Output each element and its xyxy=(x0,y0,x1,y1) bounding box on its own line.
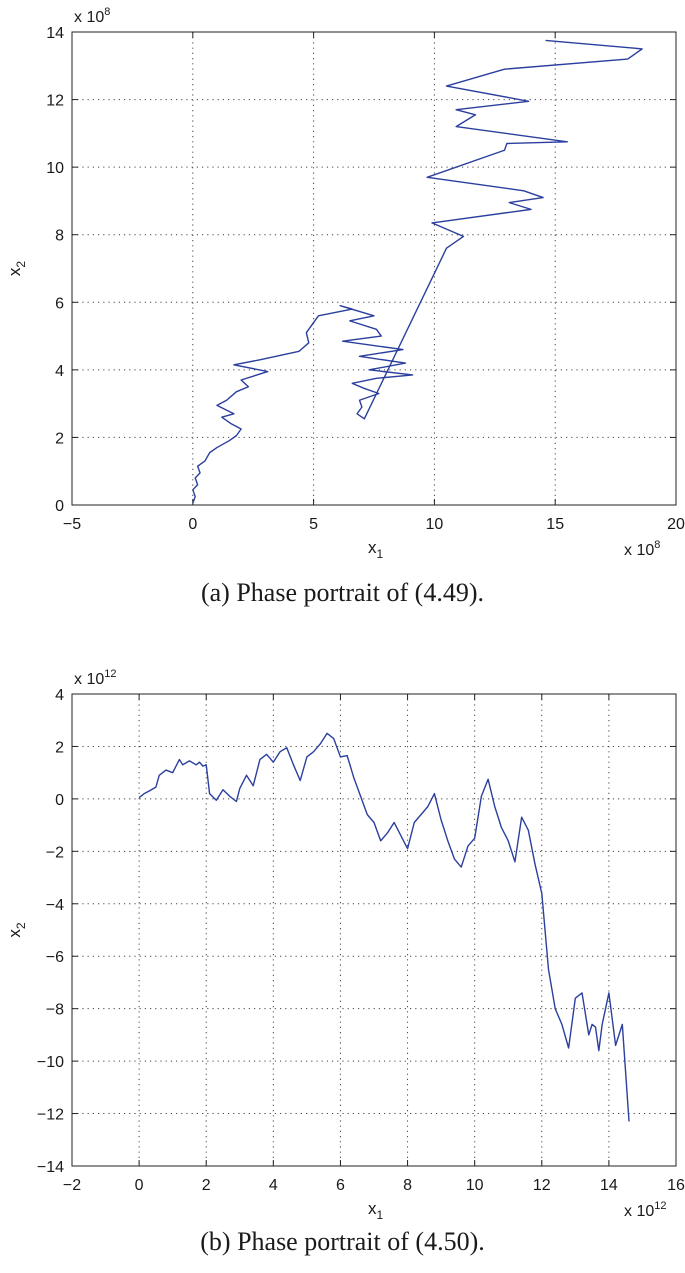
y-tick-label: 10 xyxy=(46,160,64,177)
x-tick-label: 0 xyxy=(135,1177,144,1194)
x-axis-label-sub: 1 xyxy=(377,1208,384,1222)
x-exponent-power: 12 xyxy=(654,1200,666,1212)
y-tick-label: 4 xyxy=(55,363,64,380)
y-axis-label: x2 xyxy=(5,922,28,938)
figure-b: −2 0 2 4 6 8 10 12 14 16 −14 −12 −10 −8 −6 −4 −2 0 2 4 x 101… xyxy=(0,660,685,1273)
y-tick-label: 2 xyxy=(55,739,64,756)
y-exponent-power: 12 xyxy=(104,668,116,680)
x-axis-label-sub: 1 xyxy=(377,547,384,561)
y-tick-label: 0 xyxy=(55,792,64,809)
plot-frame xyxy=(71,693,677,1167)
y-tick-label: −4 xyxy=(46,897,64,914)
caption-a: (a) Phase portrait of (4.49). xyxy=(200,578,485,607)
y-tick-label: 2 xyxy=(55,430,64,447)
y-exponent-label: x 1012 xyxy=(74,668,117,688)
x-tick-label: 16 xyxy=(667,1177,685,1194)
y-tick-label: −8 xyxy=(46,1002,64,1019)
y-exponent-power: 8 xyxy=(104,6,110,18)
y-tick-label: 6 xyxy=(55,295,64,312)
x-exponent-power: 8 xyxy=(654,539,660,551)
x-tick-label: 15 xyxy=(546,516,564,533)
series-line xyxy=(138,732,630,1122)
x-tick-label: 4 xyxy=(269,1177,278,1194)
x-axis-label: x1 xyxy=(368,1199,384,1222)
y-tick-label: 8 xyxy=(55,228,64,245)
series-line xyxy=(192,39,643,504)
x-tick-label: 6 xyxy=(336,1177,345,1194)
y-tick-label: −10 xyxy=(37,1054,64,1071)
x-exponent-label: x 1012 xyxy=(624,1200,667,1220)
x-tick-label: −2 xyxy=(63,1177,81,1194)
y-tick-label: 4 xyxy=(55,687,64,704)
y-tick-label: −6 xyxy=(46,949,64,966)
caption-b: (b) Phase portrait of (4.50). xyxy=(200,1227,485,1256)
x-tick-label: 12 xyxy=(533,1177,551,1194)
y-tick-label: 12 xyxy=(46,93,64,110)
y-tick-label: −2 xyxy=(46,844,64,861)
y-axis-label: x2 xyxy=(5,261,28,277)
x-axis-label: x1 xyxy=(368,538,384,561)
x-tick-label: −5 xyxy=(63,516,81,533)
y-tick-label: −12 xyxy=(37,1107,64,1124)
x-tick-label: 10 xyxy=(426,516,444,533)
x-tick-label: 2 xyxy=(202,1177,211,1194)
x-tick-label: 8 xyxy=(403,1177,412,1194)
figure-a: −5 0 5 10 15 20 0 2 4 6 8 10 12 14 x 108 x 108 x1 x2 (a) … xyxy=(0,0,685,625)
plot-frame xyxy=(71,31,677,506)
y-tick-label: 14 xyxy=(46,25,64,42)
y-axis-label-sub: 2 xyxy=(14,922,28,929)
y-tick-label: 0 xyxy=(55,498,64,515)
y-tick-label: −14 xyxy=(37,1159,64,1176)
x-tick-label: 5 xyxy=(309,516,318,533)
x-tick-label: 20 xyxy=(667,516,685,533)
x-tick-label: 14 xyxy=(600,1177,618,1194)
x-tick-label: 10 xyxy=(466,1177,484,1194)
y-exponent-label: x 108 xyxy=(74,6,110,26)
x-exponent-label: x 108 xyxy=(624,539,660,559)
x-tick-label: 0 xyxy=(188,516,197,533)
y-axis-label-sub: 2 xyxy=(14,261,28,268)
